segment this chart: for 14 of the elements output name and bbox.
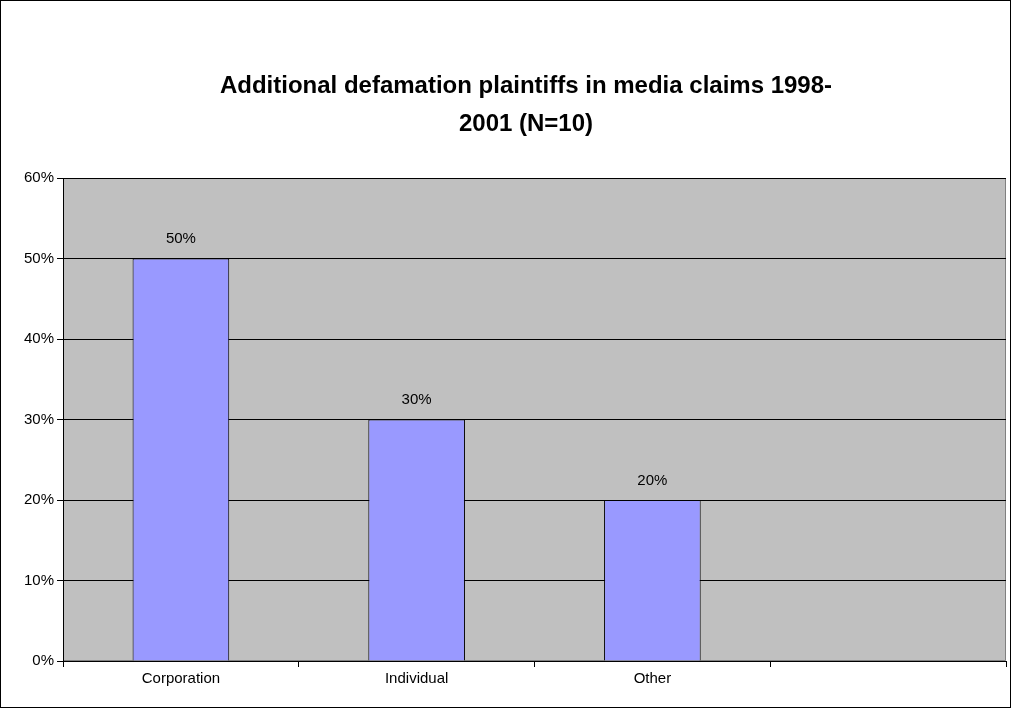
y-tick-label: 0% xyxy=(32,651,55,669)
y-tick-label: 30% xyxy=(23,409,55,427)
x-tick-label: Corporation xyxy=(141,669,221,687)
y-tick-label: 40% xyxy=(23,329,55,347)
y-tick-label: 50% xyxy=(23,248,55,266)
data-label: 30% xyxy=(401,390,432,408)
chart-title: Additional defamation plaintiffs in media claims 1998-2001 (N=10) xyxy=(218,70,834,138)
x-tick-label: Other xyxy=(633,669,672,687)
y-tick-label: 10% xyxy=(23,570,55,588)
y-tick-label: 60% xyxy=(23,168,55,186)
y-tick-label: 20% xyxy=(23,490,55,508)
data-label: 20% xyxy=(637,470,668,488)
data-label: 50% xyxy=(165,229,196,247)
x-tick-label: Individual xyxy=(384,669,449,687)
